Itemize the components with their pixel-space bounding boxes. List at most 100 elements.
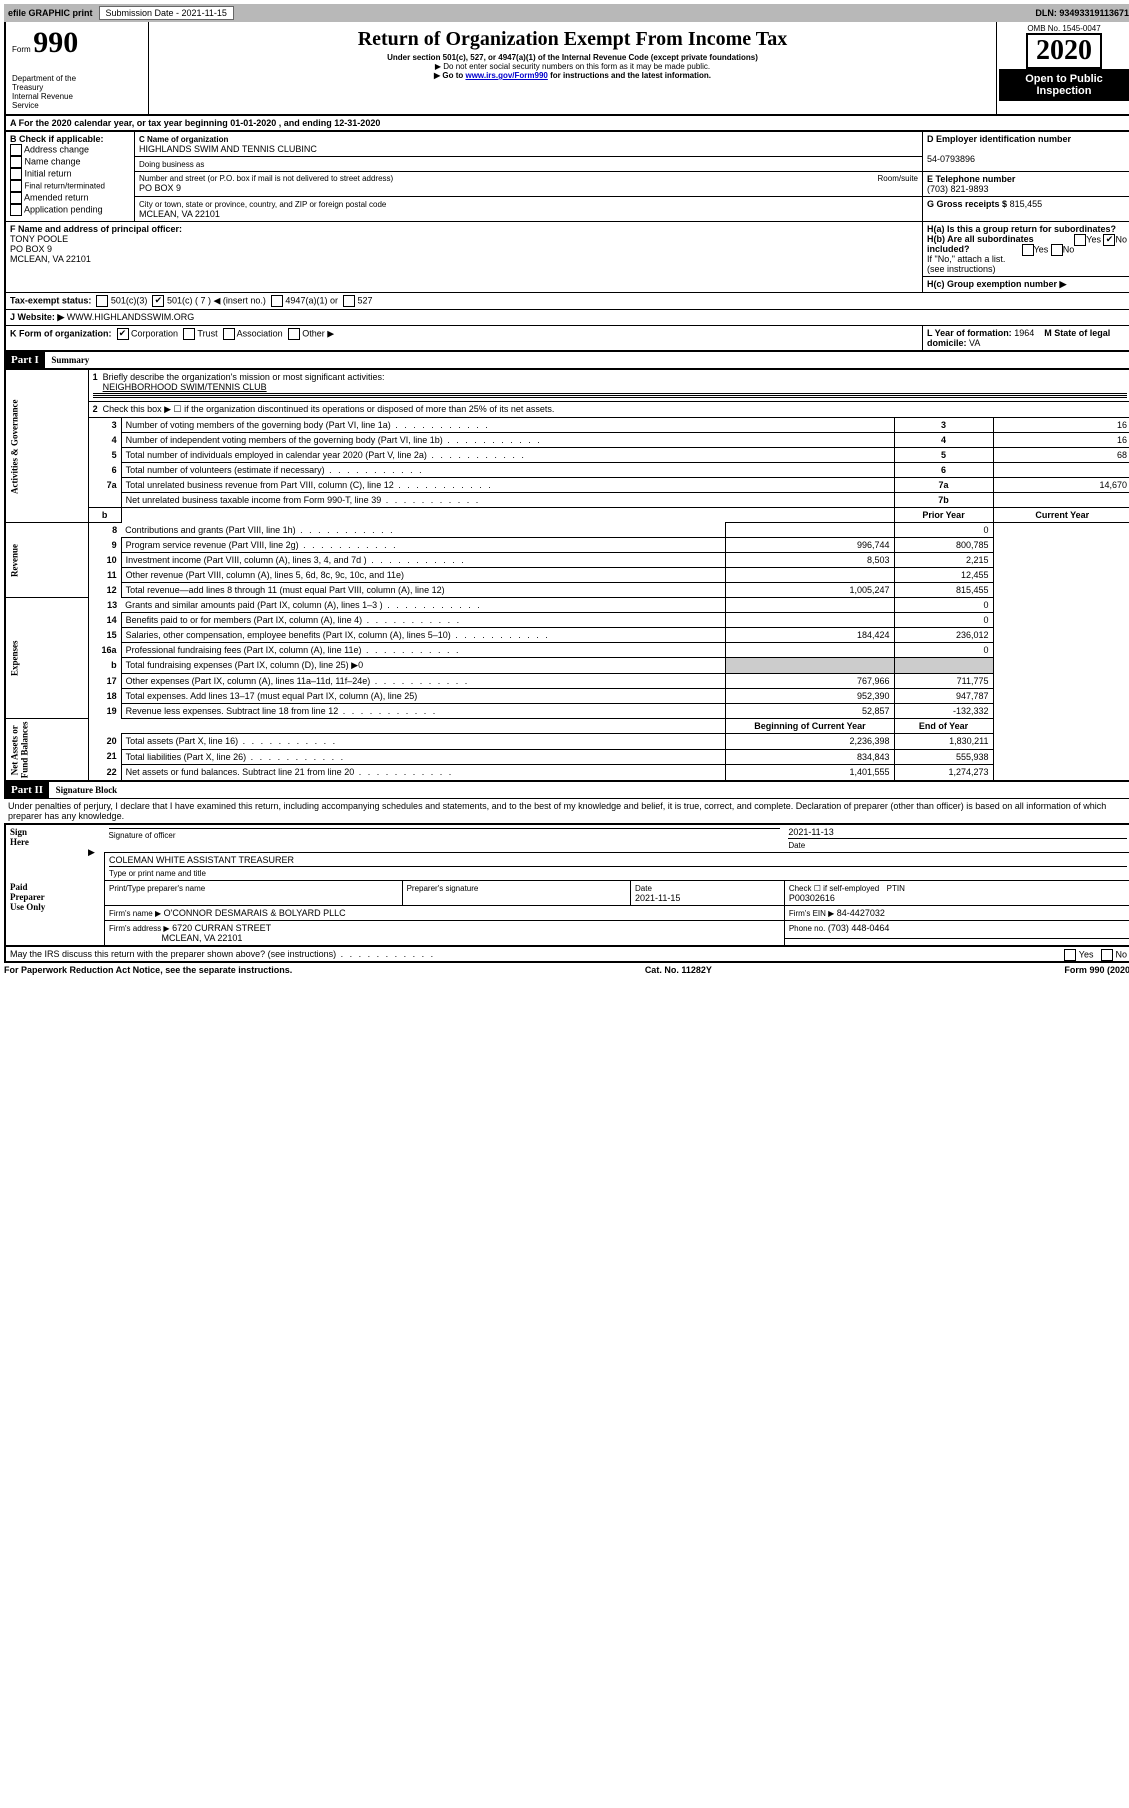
form-number: 990 [33,26,78,59]
net-row: 22Net assets or fund balances. Subtract … [5,765,1129,781]
checkbox-discuss-yes[interactable] [1064,949,1076,961]
form-number-box: Form 990 Department of theTreasuryIntern… [6,22,149,114]
city-label: City or town, state or province, country… [139,200,386,209]
mission-text: NEIGHBORHOOD SWIM/TENNIS CLUB [103,382,267,392]
checkbox-amended-return[interactable] [10,192,22,204]
box-j: J Website: ▶ WWW.HIGHLANDSSWIM.ORG [5,310,1129,326]
city-value: MCLEAN, VA 22101 [139,209,220,219]
checkbox-discuss-no[interactable] [1101,949,1113,961]
part2-header-row: Part II Signature Block [4,782,1129,799]
exp-prior-shaded [726,658,894,674]
checkbox-501c[interactable]: ✔ [152,295,164,307]
ag-text: Total number of volunteers (estimate if … [121,463,894,478]
opt-app-pending: Application pending [24,204,103,214]
checkbox-corp[interactable]: ✔ [117,328,129,340]
exp-text: Total expenses. Add lines 13–17 (must eq… [121,689,726,704]
h-a-label: H(a) Is this a group return for subordin… [927,224,1116,234]
top-bar: efile GRAPHIC print Submission Date - 20… [4,4,1129,22]
opt-amended-return: Amended return [24,192,89,202]
exp-prior [726,643,894,658]
vlabel-revenue: Revenue [5,523,88,598]
line-1: 1 Briefly describe the organization's mi… [88,370,1129,402]
exp-prior: 767,966 [726,674,894,689]
exp-curr: 0 [894,643,993,658]
ag-val [993,493,1129,508]
state-value: VA [969,338,980,348]
firm-addr-cell: Firm's address ▶ 6720 CURRAN STREET MCLE… [105,920,785,946]
exp-row: 19Revenue less expenses. Subtract line 1… [5,704,1129,719]
rev-prior: 1,005,247 [726,583,894,598]
firm-name-label: Firm's name ▶ [109,909,161,918]
net-text: Total liabilities (Part X, line 26) [121,749,726,764]
part1-header-row: Part I Summary [4,352,1129,369]
net-row: 21Total liabilities (Part X, line 26)834… [5,749,1129,764]
box-c-dba: Doing business as [135,157,923,172]
exp-text: Other expenses (Part IX, column (A), lin… [121,674,726,689]
ptin-label: PTIN [887,884,905,893]
org-name: HIGHLANDS SWIM AND TENNIS CLUBINC [139,144,317,154]
vlabel-expenses: Expenses [5,598,88,719]
checkbox-assoc[interactable] [223,328,235,340]
form-org-label: K Form of organization: [10,328,112,338]
submission-date-button[interactable]: Submission Date - 2021-11-15 [99,6,234,20]
checkbox-501c3[interactable] [96,295,108,307]
rev-curr: 12,455 [894,568,993,583]
vlabel-netassets: Net Assets orFund Balances [5,719,88,781]
checkbox-527[interactable] [343,295,355,307]
rev-text: Program service revenue (Part VIII, line… [121,538,726,553]
firm-phone-cell: Phone no. (703) 448-0464 [784,920,1129,939]
declaration-text: Under penalties of perjury, I declare th… [4,799,1129,823]
box-f-label: F Name and address of principal officer: [10,224,182,234]
line2-text: Check this box ▶ ☐ if the organization d… [103,404,555,414]
box-k: K Form of organization: ✔ Corporation Tr… [5,326,923,352]
year-formation-label: L Year of formation: [927,328,1012,338]
checkbox-ha-yes[interactable] [1074,234,1086,246]
firm-addr2: MCLEAN, VA 22101 [162,933,243,943]
exp-text: Salaries, other compensation, employee b… [121,628,726,643]
box-g: G Gross receipts $ 815,455 [923,197,1129,222]
opt-other: Other ▶ [302,328,334,338]
checkbox-final-return[interactable] [10,180,22,192]
checkbox-ha-no[interactable]: ✔ [1103,234,1115,246]
opt-corp: Corporation [131,328,178,338]
checkbox-app-pending[interactable] [10,204,22,216]
rev-curr: 0 [894,523,993,538]
subtitle-3: ▶ Go to www.irs.gov/Form990 for instruct… [155,71,990,80]
checkbox-trust[interactable] [183,328,195,340]
footer: For Paperwork Reduction Act Notice, see … [4,963,1129,977]
box-h-c: H(c) Group exemption number ▶ [923,277,1129,293]
net-end: 555,938 [894,749,993,764]
checkbox-4947[interactable] [271,295,283,307]
col-hdr-rev: bPrior YearCurrent Year [5,508,1129,523]
rev-row: 12Total revenue—add lines 8 through 11 (… [5,583,1129,598]
firm-name-cell: Firm's name ▶ O'CONNOR DESMARAIS & BOLYA… [105,905,785,920]
exp-row: 16aProfessional fundraising fees (Part I… [5,643,1129,658]
checkbox-hb-yes[interactable] [1022,244,1034,256]
net-row: 20Total assets (Part X, line 16)2,236,39… [5,734,1129,749]
firm-name: O'CONNOR DESMARAIS & BOLYARD PLLC [164,908,346,918]
opt-final-return: Final return/terminated [25,181,105,190]
checkbox-hb-no[interactable] [1051,244,1063,256]
rev-row: 10Investment income (Part VIII, column (… [5,553,1129,568]
checkbox-other[interactable] [288,328,300,340]
signature-table: SignHere ▶ Signature of officer 2021-11-… [4,823,1129,947]
discuss-row: May the IRS discuss this return with the… [4,947,1129,963]
opt-address-change: Address change [24,144,89,154]
ag-val: 14,670 [993,478,1129,493]
checkbox-address-change[interactable] [10,144,22,156]
subtitle-1: Under section 501(c), 527, or 4947(a)(1)… [155,53,990,62]
checkbox-name-change[interactable] [10,156,22,168]
part1-label: Part I [5,352,45,368]
rev-text: Investment income (Part VIII, column (A)… [121,553,726,568]
box-d: D Employer identification number 54-0793… [923,131,1129,172]
exp-row: 15Salaries, other compensation, employee… [5,628,1129,643]
net-beg: 834,843 [726,749,894,764]
checkbox-initial-return[interactable] [10,168,22,180]
sig-officer-label: Signature of officer [109,831,176,840]
officer-name-title: COLEMAN WHITE ASSISTANT TREASURER [109,855,294,865]
rev-row: 9Program service revenue (Part VIII, lin… [5,538,1129,553]
rev-curr: 2,215 [894,553,993,568]
form990-link[interactable]: www.irs.gov/Form990 [465,71,547,80]
opt-501c3: 501(c)(3) [111,295,148,305]
net-end: 1,274,273 [894,765,993,781]
